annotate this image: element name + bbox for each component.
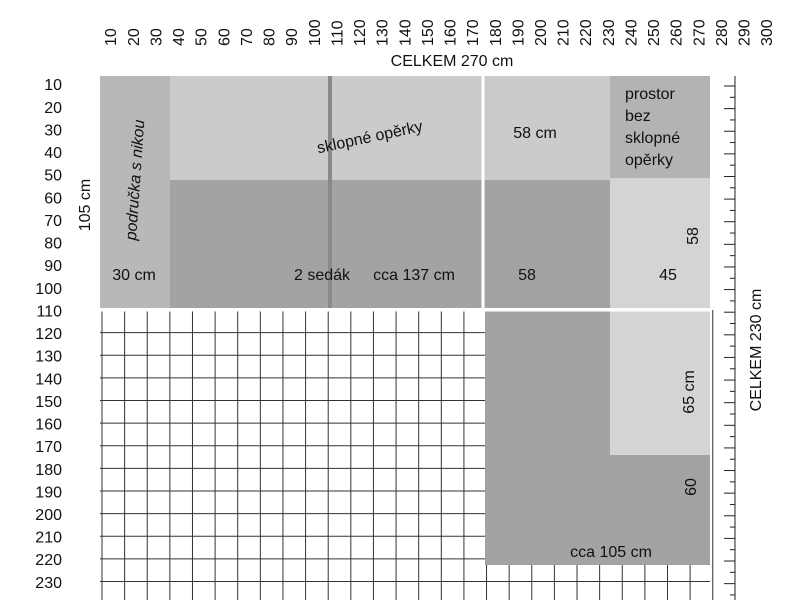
top-tick-label: 200 — [533, 19, 550, 46]
top-tick-label: 270 — [691, 19, 708, 46]
left-tick-label: 210 — [35, 530, 62, 547]
top-tick-label: 130 — [375, 19, 392, 46]
left-tick-label: 30 — [44, 122, 62, 139]
free-space-line: sklopné — [625, 130, 680, 147]
free-space-line: prostor — [625, 86, 675, 103]
top-tick-label: 50 — [194, 28, 211, 46]
left-tick-label: 140 — [35, 371, 62, 388]
top-tick-label: 80 — [262, 28, 279, 46]
top-tick-label: 280 — [714, 19, 731, 46]
right-axis-label: CELKEM 230 cm — [748, 289, 765, 412]
top-tick-label: 230 — [601, 19, 618, 46]
top-tick-label: 170 — [465, 19, 482, 46]
left-tick-label: 120 — [35, 326, 62, 343]
left-tick-label: 110 — [36, 303, 62, 320]
left-tick-label: 70 — [44, 213, 62, 230]
free-space-line: bez — [625, 108, 651, 125]
top-tick-label: 190 — [510, 19, 527, 46]
left-tick-label: 80 — [44, 236, 62, 253]
top-tick-label: 70 — [239, 28, 256, 46]
top-tick-label: 210 — [556, 19, 573, 46]
left-tick-label: 130 — [35, 349, 62, 366]
left-tick-label: 230 — [35, 575, 62, 592]
left-tick-label: 10 — [44, 77, 62, 94]
top-tick-label: 90 — [284, 28, 301, 46]
left-tick-label: 190 — [35, 484, 62, 501]
seat-width: 58 — [518, 267, 536, 284]
top-tick-label: 10 — [103, 28, 120, 46]
free-space-line: opěrky — [625, 152, 673, 169]
right-seat — [610, 178, 710, 308]
right-ticks — [724, 85, 735, 596]
top-tick-label: 180 — [488, 19, 505, 46]
seat-area — [170, 180, 610, 308]
seats-width: cca 137 cm — [373, 267, 455, 284]
depth-label: 60 — [683, 478, 700, 496]
armrest — [100, 76, 170, 308]
top-tick-label: 240 — [623, 19, 640, 46]
free-space — [610, 76, 710, 178]
top-tick-label: 160 — [443, 19, 460, 46]
backrest-width: 58 cm — [513, 125, 557, 142]
top-tick-label: 250 — [646, 19, 663, 46]
top-axis-label: CELKEM 270 cm — [391, 53, 514, 70]
top-tick-label: 60 — [216, 28, 233, 46]
left-tick-label: 100 — [35, 281, 62, 298]
left-tick-label: 150 — [35, 394, 62, 411]
corner-width: cca 105 cm — [570, 544, 652, 561]
top-tick-label: 110 — [329, 20, 346, 46]
left-tick-label: 170 — [35, 439, 62, 456]
top-tick-label: 260 — [669, 19, 686, 46]
top-tick-label: 290 — [737, 19, 754, 46]
top-tick-label: 100 — [307, 19, 324, 46]
left-tick-label: 60 — [44, 190, 62, 207]
seats-label: 2 sedák — [294, 267, 351, 284]
corner-light — [610, 310, 710, 455]
depth-label: 58 — [685, 227, 702, 245]
top-tick-label: 220 — [578, 19, 595, 46]
top-tick-label: 30 — [148, 28, 165, 46]
depth-label: 65 cm — [681, 370, 698, 414]
top-tick-label: 140 — [397, 19, 414, 46]
seat-width: 45 — [659, 267, 677, 284]
left-tick-label: 160 — [35, 417, 62, 434]
top-tick-label: 150 — [420, 19, 437, 46]
left-tick-label: 200 — [35, 507, 62, 524]
top-tick-label: 120 — [352, 19, 369, 46]
top-tick-label: 20 — [126, 28, 143, 46]
tick-labels: 10 20 30 40 50 60 70 80 90 100 110 120 130 140 150 160 1… — [35, 19, 776, 592]
left-tick-label: 50 — [44, 168, 62, 185]
top-tick-label: 40 — [171, 28, 188, 46]
left-tick-label: 180 — [35, 462, 62, 479]
left-tick-label: 20 — [44, 100, 62, 117]
left-tick-label: 90 — [44, 258, 62, 275]
top-tick-label: 300 — [759, 19, 776, 46]
left-tick-label: 220 — [35, 552, 62, 569]
left-tick-label: 40 — [44, 145, 62, 162]
left-axis-label: 105 cm — [77, 179, 94, 231]
armrest-width: 30 cm — [112, 267, 156, 284]
